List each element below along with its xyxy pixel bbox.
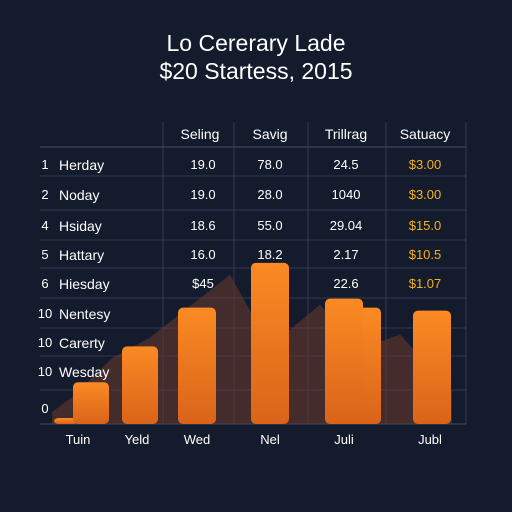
column-header: Satuacy — [399, 126, 451, 142]
table-cell: 55.0 — [257, 218, 283, 233]
table-cell: $45 — [192, 276, 214, 291]
row-number: 4 — [41, 218, 49, 233]
x-tick-label: Tuin — [65, 432, 91, 447]
bar — [178, 307, 216, 424]
table-cell: 22.6 — [333, 276, 359, 291]
table-cell: $3.00 — [408, 157, 442, 172]
bar — [325, 298, 363, 424]
x-tick-label: Nel — [260, 432, 280, 447]
row-label: Carerty — [59, 335, 105, 351]
column-header: Seling — [180, 126, 220, 142]
table-cell: 16.0 — [190, 247, 216, 262]
row-number: 10 — [37, 364, 53, 379]
table-cell: $3.00 — [408, 187, 442, 202]
row-label: Herday — [59, 157, 105, 173]
row-label: Wesday — [59, 364, 110, 380]
row-number: 6 — [41, 276, 49, 291]
table-cell: 78.0 — [257, 157, 283, 172]
x-tick-label: Wed — [183, 432, 211, 447]
table-cell: 29.04 — [329, 218, 363, 233]
row-label: Hiesday — [59, 276, 110, 292]
row-label: Hsiday — [59, 218, 102, 234]
column-header: Trillrag — [324, 126, 368, 142]
row-label: Noday — [59, 187, 100, 203]
row-number: 0 — [41, 401, 49, 416]
bar-minor — [122, 346, 158, 424]
bar-minor — [54, 418, 78, 424]
table-cell: 28.0 — [257, 187, 283, 202]
table-cell: 1040 — [331, 187, 361, 202]
row-label: Nentesy — [59, 306, 111, 322]
table-cell: $10.5 — [408, 247, 442, 262]
table-cell: $15.0 — [408, 218, 442, 233]
row-number: 5 — [41, 247, 49, 262]
table-cell: 18.2 — [257, 247, 283, 262]
x-tick-label: Yeld — [124, 432, 150, 447]
table-cell: 19.0 — [190, 157, 216, 172]
bar — [73, 382, 109, 424]
chart-title: Lo Cererary Lade — [166, 30, 346, 56]
row-number: 10 — [37, 306, 53, 321]
table-cell: 19.0 — [190, 187, 216, 202]
row-number: 1 — [41, 157, 49, 172]
table-cell: 18.6 — [190, 218, 216, 233]
table-cell: 24.5 — [333, 157, 359, 172]
table-cell: $1.07 — [408, 276, 442, 291]
row-number: 2 — [41, 187, 49, 202]
x-tick-label: Jubl — [418, 432, 442, 447]
x-tick-label: Juli — [334, 432, 354, 447]
row-label: Hattary — [59, 247, 105, 263]
row-number: 10 — [37, 335, 53, 350]
column-header: Savig — [252, 126, 288, 142]
chart-subtitle: $20 Startess, 2015 — [159, 58, 353, 84]
table-cell: 2.17 — [333, 247, 359, 262]
bar — [413, 310, 451, 424]
bar — [251, 262, 289, 424]
